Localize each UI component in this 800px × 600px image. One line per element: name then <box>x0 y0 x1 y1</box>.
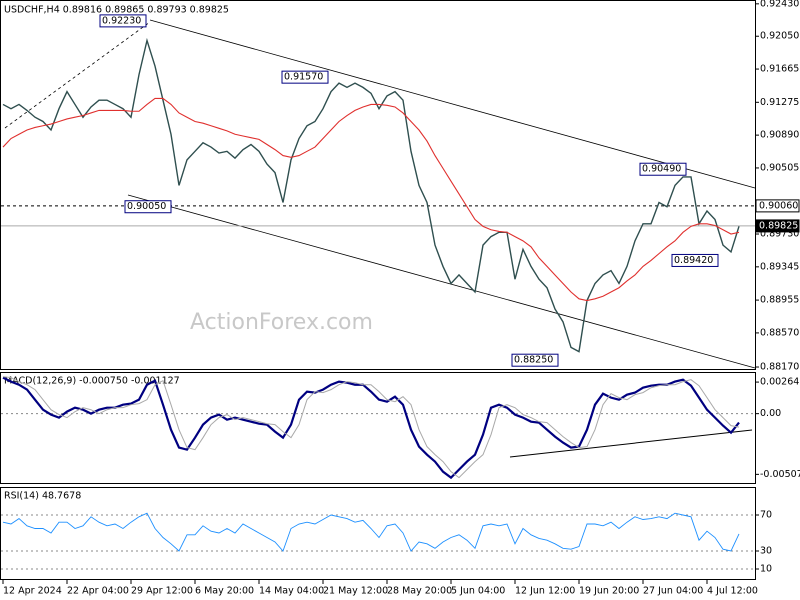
annotation-label: 0.90050 <box>127 201 166 212</box>
trend-dotted <box>4 21 151 129</box>
price-tag-label: 0.89825 <box>759 220 798 231</box>
y-tick-label: 0.89345 <box>760 261 799 272</box>
rsi-panel <box>0 487 756 580</box>
series-line <box>2 97 740 302</box>
price-tag <box>755 219 800 233</box>
y-tick-label: 10 <box>760 564 772 575</box>
x-tick-label: 5 Jun 04:00 <box>451 586 505 597</box>
channel-upper <box>149 19 756 189</box>
watermark: ActionForex.com <box>190 310 373 335</box>
macd-trendline <box>509 429 753 458</box>
x-tick-label: 21 May 12:00 <box>323 586 388 597</box>
y-tick-label: 0.91275 <box>760 97 799 108</box>
x-tick-label: 19 Jun 20:00 <box>579 586 639 597</box>
y-tick-label: 0.89730 <box>760 229 799 240</box>
y-tick-label: 0.00 <box>760 408 781 419</box>
series-line <box>2 376 740 479</box>
x-tick-label: 12 Apr 2024 <box>3 586 62 597</box>
annotation-label: 0.92230 <box>102 15 141 26</box>
x-tick-label: 22 Apr 04:00 <box>67 586 129 597</box>
y-tick-label: 0.88955 <box>760 295 799 306</box>
channel-lower <box>127 194 756 369</box>
series-line <box>2 376 740 480</box>
x-tick-label: 28 May 20:00 <box>387 586 452 597</box>
y-tick-label: 0.92430 <box>760 0 799 9</box>
x-tick-label: 12 Jun 12:00 <box>515 586 575 597</box>
annotation-box <box>281 70 329 84</box>
annotation-box <box>124 200 172 214</box>
y-tick-label: 0.88170 <box>760 362 799 373</box>
y-tick-label: 0.90505 <box>760 162 799 173</box>
y-tick-label: 0.88570 <box>760 327 799 338</box>
annotation-label: 0.88250 <box>514 355 553 366</box>
y-tick-label: 0.90890 <box>760 130 799 141</box>
y-tick-label: 30 <box>760 546 772 557</box>
macd-panel <box>0 372 756 484</box>
annotation-box <box>671 253 719 267</box>
chart-title: USDCHF,H4 0.89816 0.89865 0.89793 0.8982… <box>4 5 229 16</box>
annotation-box <box>639 162 687 176</box>
macd-title: MACD(12,26,9) -0.000750 -0.001127 <box>4 376 180 387</box>
annotation-box <box>511 353 559 367</box>
x-tick-label: 6 May 20:00 <box>195 586 254 597</box>
annotation-box <box>99 14 147 28</box>
annotation-label: 0.91570 <box>284 72 323 83</box>
price-tag <box>755 199 800 213</box>
y-tick-label: 0.92050 <box>760 31 799 42</box>
y-tick-label: 70 <box>760 510 772 521</box>
price-panel <box>0 0 756 370</box>
x-tick-label: 14 May 04:00 <box>259 586 324 597</box>
y-tick-label: 0.91665 <box>760 64 799 75</box>
annotation-label: 0.90490 <box>642 164 681 175</box>
annotation-label: 0.89420 <box>674 255 713 266</box>
price-tag-label: 0.90060 <box>759 200 798 211</box>
x-tick-label: 27 Jun 04:00 <box>643 586 703 597</box>
y-tick-label: 0.00264 <box>760 377 799 388</box>
x-tick-label: 29 Apr 12:00 <box>131 586 193 597</box>
rsi-title: RSI(14) 48.7678 <box>4 491 81 502</box>
series-line <box>2 512 740 552</box>
series-line <box>2 37 740 353</box>
x-tick-label: 4 Jul 12:00 <box>707 586 758 597</box>
